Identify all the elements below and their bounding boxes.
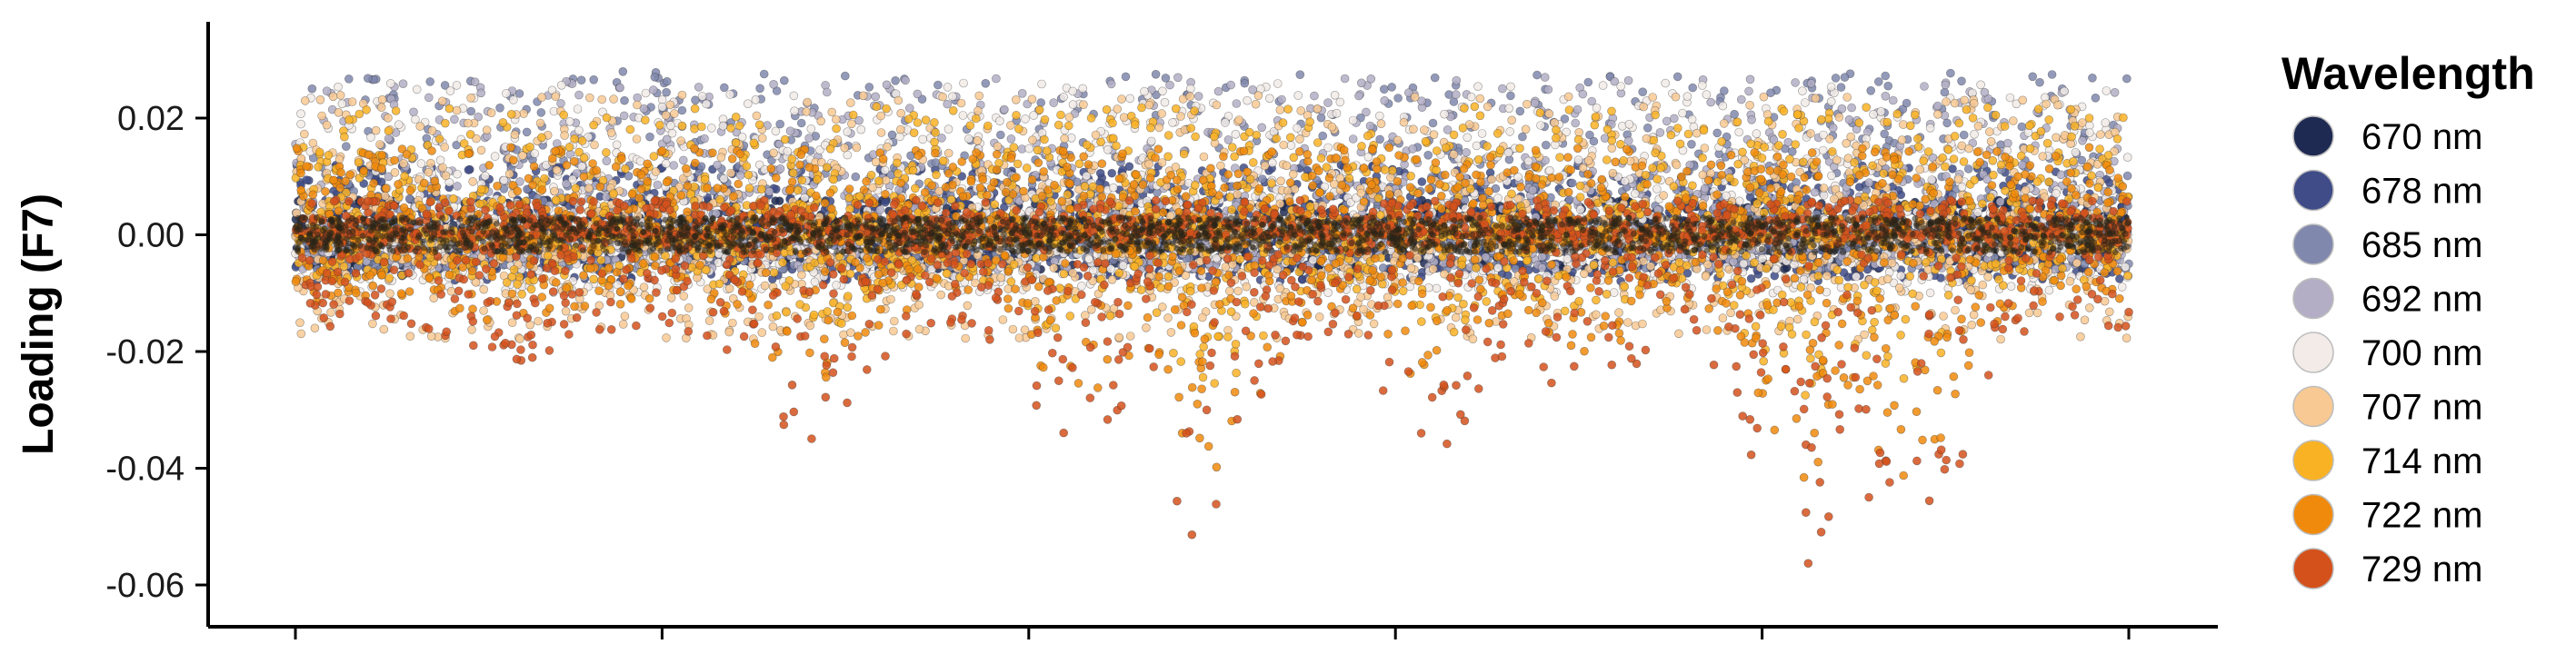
data-point <box>1428 118 1438 128</box>
data-point <box>981 79 991 88</box>
data-point <box>1720 86 1729 95</box>
data-point <box>934 80 943 90</box>
data-point <box>1688 83 1697 93</box>
data-point <box>1730 110 1739 119</box>
data-point <box>1318 131 1327 141</box>
data-point <box>996 130 1005 140</box>
data-point <box>2047 70 2057 79</box>
data-point <box>771 196 780 205</box>
data-point <box>522 127 532 137</box>
data-point <box>1959 130 1969 140</box>
data-point <box>851 172 861 182</box>
data-point <box>759 69 769 79</box>
data-point <box>1380 84 1389 94</box>
data-point <box>2088 74 2097 83</box>
data-point <box>344 74 354 84</box>
data-point <box>302 175 312 184</box>
data-point <box>2122 171 2132 181</box>
data-point <box>1095 168 1105 178</box>
data-point <box>1638 87 1647 96</box>
data-point <box>466 106 476 116</box>
data-point <box>307 84 317 94</box>
data-point <box>1585 130 1594 140</box>
data-point <box>1036 98 1045 107</box>
data-point <box>645 132 654 142</box>
data-point <box>662 76 672 86</box>
data-point <box>864 83 874 92</box>
data-point <box>1316 113 1326 123</box>
data-point <box>1518 132 1527 142</box>
data-point <box>1643 124 1652 133</box>
data-point <box>1881 71 1890 81</box>
data-point <box>514 89 524 98</box>
data-point <box>1672 72 1682 82</box>
data-point <box>1568 178 1577 188</box>
data-point <box>1107 168 1116 178</box>
data-point <box>2017 122 2027 132</box>
data-point <box>1417 177 1427 186</box>
plot-area <box>291 67 2133 569</box>
data-point <box>2115 274 2124 283</box>
data-point <box>1124 162 1134 172</box>
data-point <box>1746 273 1756 283</box>
data-point <box>1533 70 1542 80</box>
data-point <box>620 95 629 105</box>
data-point <box>1387 83 1396 92</box>
data-point <box>618 67 628 76</box>
data-point <box>650 73 660 82</box>
data-point <box>1378 263 1388 272</box>
data-point <box>363 74 373 83</box>
data-point <box>1936 273 1945 282</box>
data-point <box>1423 151 1433 160</box>
data-point <box>1866 86 1875 95</box>
data-point <box>1840 73 1850 82</box>
data-point <box>1515 106 1525 116</box>
data-point <box>775 119 785 129</box>
data-point <box>1946 68 1955 78</box>
data-point <box>1503 271 1513 280</box>
data-point <box>796 118 806 128</box>
data-point <box>1151 70 1161 79</box>
data-point <box>1687 140 1696 149</box>
data-point <box>1874 77 1883 86</box>
data-point <box>1449 97 1459 106</box>
data-point <box>1963 164 1973 173</box>
data-point <box>1583 77 1593 87</box>
data-point <box>2035 77 2044 87</box>
data-point <box>2091 94 2101 103</box>
data-point <box>2028 72 2037 82</box>
data-point <box>1121 72 1131 82</box>
data-point <box>495 104 504 113</box>
data-point <box>1393 94 1403 103</box>
data-point <box>1942 118 1952 128</box>
data-points <box>291 67 2133 569</box>
data-point <box>887 130 897 140</box>
data-point <box>341 142 351 151</box>
data-point <box>1542 140 1551 150</box>
data-point <box>779 75 789 85</box>
data-point <box>1240 78 1250 88</box>
data-point <box>840 71 850 81</box>
data-point <box>425 77 435 86</box>
data-point <box>1258 174 1267 183</box>
data-point <box>1957 76 1966 86</box>
data-point <box>2122 74 2132 84</box>
data-point <box>464 165 474 174</box>
data-point <box>1883 81 1892 91</box>
data-point <box>1712 128 1722 138</box>
data-point <box>662 87 671 97</box>
data-point <box>891 76 900 85</box>
data-point <box>881 198 890 207</box>
data-point <box>576 75 586 84</box>
data-point <box>1506 91 1515 101</box>
data-point <box>1430 73 1440 83</box>
data-point <box>536 108 546 117</box>
data-point <box>1295 70 1305 79</box>
data-point <box>755 84 764 94</box>
data-point <box>1836 83 1846 92</box>
data-point <box>589 75 599 84</box>
